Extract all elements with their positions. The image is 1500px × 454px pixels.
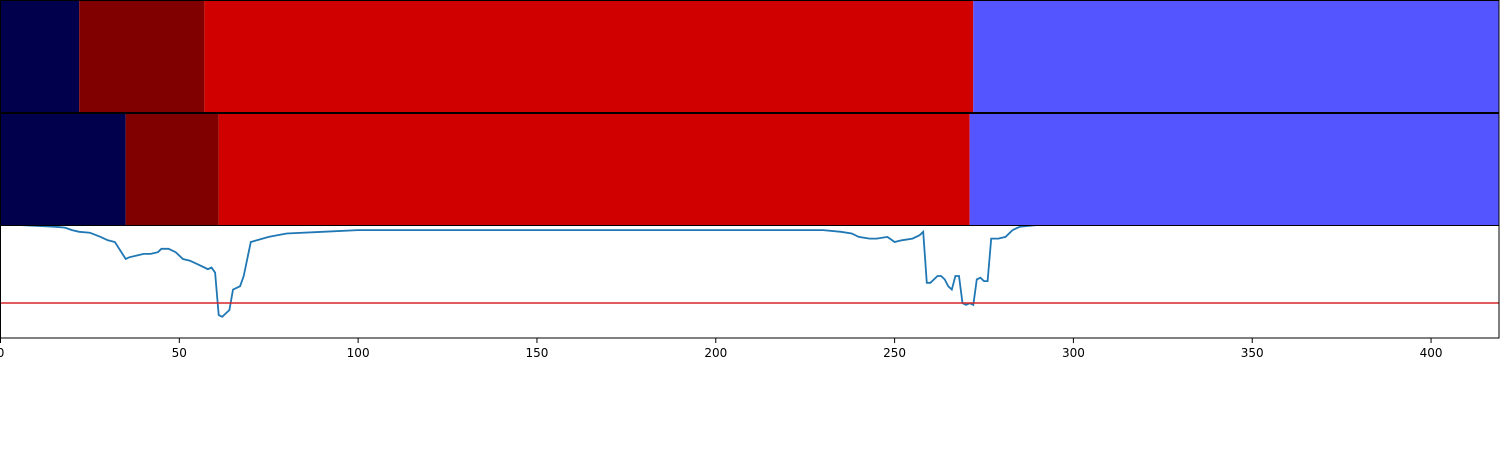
x-tick-label: 350 — [1241, 346, 1264, 360]
segment-bar — [79, 0, 205, 113]
segment-bar — [204, 0, 974, 113]
axes-layer: 0 50 100 150 200 250 300 350 400 — [0, 225, 1500, 360]
line-plot-frame — [0, 225, 1500, 339]
x-tick-label: 300 — [1062, 346, 1085, 360]
segment-bar — [0, 0, 80, 113]
segment-bar — [125, 113, 219, 226]
x-tick-label: 50 — [172, 346, 187, 360]
segment-row-2 — [0, 113, 1500, 226]
x-tick-label: 400 — [1420, 346, 1443, 360]
x-tick-label: 200 — [704, 346, 727, 360]
x-tick-label: 0 — [0, 346, 4, 360]
segment-row-1 — [0, 0, 1500, 113]
segment-bar — [973, 0, 1499, 113]
line-plot-layer — [0, 224, 1499, 318]
x-tick-label: 250 — [883, 346, 906, 360]
x-tick-label: 100 — [347, 346, 370, 360]
x-tick-label: 150 — [526, 346, 549, 360]
segment-bar — [0, 113, 126, 226]
segment-bar — [969, 113, 1499, 226]
segment-row-frame — [0, 0, 1500, 113]
segment-bars-layer — [0, 0, 1500, 226]
data-line — [0, 224, 1499, 318]
segment-bar — [218, 113, 970, 226]
